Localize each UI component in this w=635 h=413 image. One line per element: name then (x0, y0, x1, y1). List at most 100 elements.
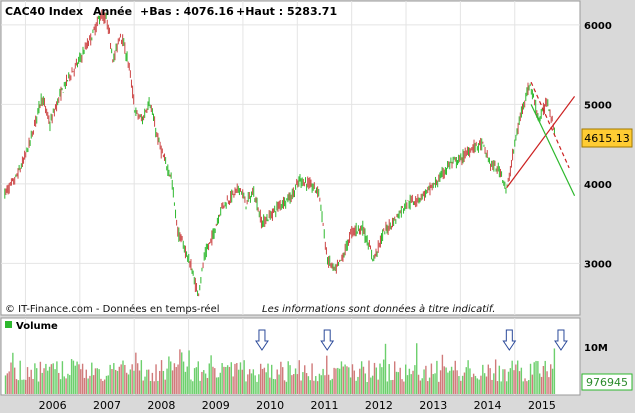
last-volume-tag (581, 373, 633, 391)
volume-bar (342, 366, 344, 394)
volume-bar (344, 364, 346, 394)
volume-bar (147, 369, 150, 394)
volume-bar (269, 377, 271, 394)
volume-bar (206, 377, 209, 394)
volume-bar (362, 366, 365, 394)
volume-bar (340, 361, 343, 394)
volume-bar (373, 362, 376, 394)
volume-bar (214, 368, 216, 394)
volume-bar (129, 369, 132, 394)
volume-bar (430, 363, 433, 394)
volume-bar (217, 377, 220, 394)
volume-bar (491, 379, 493, 394)
volume-bar (406, 375, 409, 394)
volume-bar (377, 379, 379, 394)
volume-bar (546, 371, 548, 394)
volume-bar (92, 375, 95, 394)
volume-bar (480, 375, 482, 394)
volume-bar (300, 380, 302, 394)
volume-title: Volume (16, 321, 58, 332)
volume-bar (122, 360, 124, 394)
volume-bar (527, 380, 530, 394)
volume-bar (381, 367, 383, 394)
x-tick-label: 2012 (365, 399, 393, 412)
volume-bar (465, 367, 467, 394)
volume-bar (399, 367, 401, 394)
volume-tick-10m: 10M (584, 343, 608, 354)
volume-bar (107, 375, 110, 394)
volume-bar (250, 373, 253, 394)
volume-bar (375, 367, 378, 394)
volume-bar (263, 367, 266, 394)
volume-bar (45, 363, 47, 394)
volume-bar (467, 360, 469, 394)
volume-bars (4, 343, 556, 394)
volume-bar (293, 374, 295, 394)
volume-bar (69, 375, 71, 394)
volume-bar (203, 370, 205, 394)
volume-bar (184, 371, 187, 394)
volume-bar (270, 364, 273, 394)
volume-bar (388, 364, 390, 394)
volume-bar (127, 374, 130, 394)
volume-markers (255, 329, 568, 351)
volume-bar (460, 380, 462, 394)
volume-bar (175, 367, 177, 394)
volume-marker-arrow-icon (502, 329, 517, 351)
volume-bar (313, 380, 315, 394)
volume-bar (243, 360, 245, 394)
volume-bar (471, 377, 473, 394)
volume-bar (542, 365, 545, 394)
volume-bar (48, 366, 51, 394)
volume-bar (72, 360, 75, 394)
volume-bar (472, 373, 475, 394)
volume-bar (452, 370, 455, 394)
volume-bar (221, 363, 223, 394)
volume-bar (366, 381, 368, 394)
volume-bar (17, 380, 20, 394)
trendline (530, 104, 576, 197)
volume-bar (21, 379, 23, 394)
volume-bar (114, 369, 117, 394)
y-tick-label: 3000 (584, 259, 612, 270)
high-value: +Haut : 5283.71 (236, 5, 337, 18)
volume-bar (500, 381, 502, 394)
volume-bar (140, 360, 143, 394)
volume-bar (419, 380, 422, 394)
volume-bar (234, 363, 236, 394)
volume-bar (83, 377, 86, 394)
volume-bar (52, 363, 54, 394)
volume-bar (34, 363, 36, 394)
volume-bar (447, 372, 449, 394)
volume-bar (272, 378, 275, 394)
volume-bar (483, 373, 486, 394)
x-tick-label: 2015 (528, 399, 556, 412)
y-tick-labels: 3000 4000 5000 6000 (584, 21, 612, 270)
volume-bar (539, 373, 541, 394)
volume-bar (432, 374, 434, 394)
volume-bar (70, 359, 73, 394)
volume-bar (67, 373, 69, 394)
volume-bar (449, 370, 451, 394)
volume-bar (36, 368, 38, 394)
volume-bar (382, 359, 385, 394)
y-tick-label: 5000 (584, 100, 612, 111)
volume-bar (146, 369, 148, 394)
volume-bar (540, 376, 543, 394)
volume-bar (360, 361, 363, 394)
volume-bar (248, 369, 251, 394)
volume-bar (397, 372, 400, 394)
volume-bar (87, 378, 89, 394)
volume-bar (6, 373, 9, 394)
volume-bar (210, 355, 212, 394)
volume-bar (489, 368, 491, 394)
volume-bar (289, 365, 291, 394)
volume-bar (550, 364, 552, 394)
volume-bar (518, 371, 521, 394)
volume-bar (315, 376, 317, 394)
volume-bar (438, 381, 440, 394)
volume-bar (58, 372, 60, 394)
volume-bar (285, 381, 288, 394)
volume-bar (41, 372, 43, 394)
